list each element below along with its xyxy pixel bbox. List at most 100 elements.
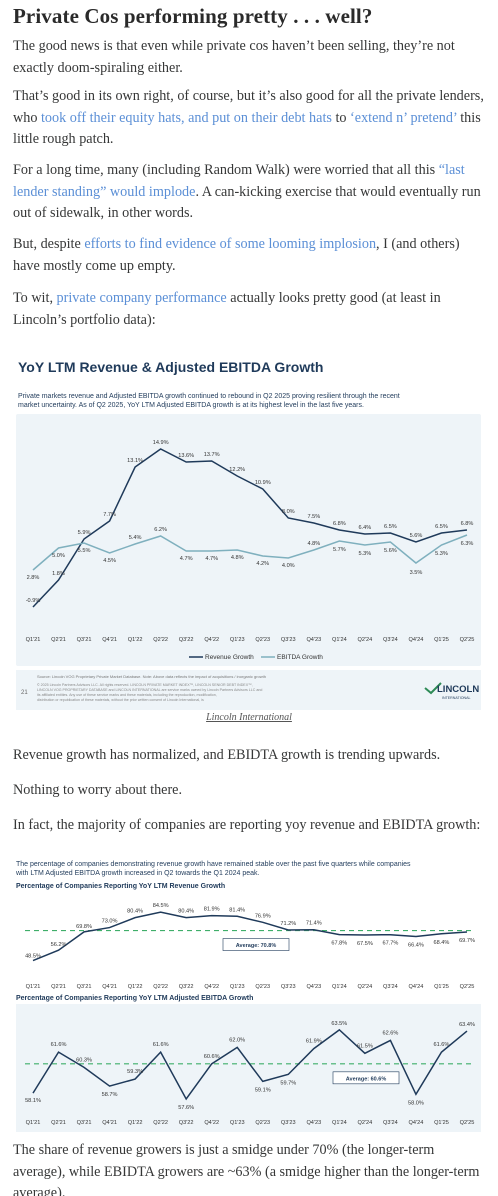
x-tick-label: Q2'21 [51, 1120, 66, 1126]
paragraph-4-text: , I (and others) have mostly come up emp… [13, 236, 460, 274]
data-label: 63.4% [459, 1022, 475, 1028]
data-label: 59.3% [127, 1069, 143, 1075]
data-label: 7.7% [103, 512, 116, 518]
x-tick-label: Q2'23 [255, 984, 270, 990]
data-label: 61.6% [434, 1042, 450, 1048]
paragraph-5-text: To wit, [13, 290, 57, 306]
paragraph-4: But, despite efforts to find evidence of… [13, 234, 485, 277]
data-label: 67.8% [331, 941, 347, 947]
data-label: 7.5% [307, 514, 320, 520]
data-label: 71.2% [280, 921, 296, 927]
x-tick-label: Q1'24 [332, 984, 347, 990]
link-private-company-performance[interactable]: private company performance [56, 290, 227, 306]
chart1-lines [32, 448, 468, 608]
link-equity-debt-hats[interactable]: took off their equity hats, and put on t… [40, 109, 332, 126]
x-tick-label: Q1'23 [230, 1120, 245, 1126]
data-label: 58.1% [25, 1098, 41, 1104]
data-label: 5.4% [129, 535, 142, 541]
chart3-lines: Average: 60.6% [25, 1028, 475, 1101]
x-tick-label: Q4'21 [102, 1120, 117, 1126]
data-label: 69.8% [76, 924, 92, 930]
paragraph-5-text: actually looks pretty good (at least in … [13, 290, 441, 328]
legal-note-line4: distribution or republication of these m… [37, 698, 204, 702]
lincoln-logo: LINCOLN INTERNATIONAL [424, 682, 479, 700]
x-tick-label: Q1'25 [434, 637, 449, 643]
chart3-data-labels: 58.1% 61.6% 60.3% 58.7% 59.3% 61.6% 57.6% 60.6%… [25, 1021, 475, 1111]
x-tick-label: Q1'22 [128, 637, 143, 643]
data-label: 80.4% [127, 909, 143, 915]
x-tick-label: Q3'23 [281, 984, 296, 990]
data-label: -0.9% [26, 598, 41, 604]
data-label: 5.3% [359, 551, 372, 557]
x-tick-label: Q1'23 [230, 637, 245, 643]
chart1-plot-bg [16, 414, 481, 666]
data-label: 3.5% [410, 570, 423, 576]
data-label: 4.0% [282, 563, 295, 569]
x-tick-label: Q1'24 [332, 1120, 347, 1126]
data-label: 59.7% [280, 1080, 296, 1086]
data-label: 5.5% [78, 548, 91, 554]
ltm-growth-chart: YoY LTM Revenue & Adjusted EBITDA Growth… [16, 359, 481, 710]
x-tick-label: Q3'23 [281, 1120, 296, 1126]
data-label: 13.6% [178, 453, 194, 459]
x-tick-label: Q1'22 [128, 1120, 143, 1126]
x-tick-label: Q4'22 [204, 984, 219, 990]
data-label: 76.9% [255, 913, 271, 919]
x-tick-label: Q4'23 [306, 984, 321, 990]
series-line-0 [32, 911, 468, 962]
x-tick-label: Q2'24 [357, 637, 372, 643]
data-label: 56.2% [51, 942, 67, 948]
chart1-subtitle-line2: market uncertainty. As of Q2 2025, YoY L… [18, 402, 364, 409]
legal-note-line1: © 2025 Lincoln Partners Advisors LLC. Al… [37, 683, 253, 687]
data-label: 4.7% [205, 556, 218, 562]
data-label: 2.8% [27, 575, 40, 581]
paragraph-3-text: For a long time, many (including Random … [13, 162, 439, 178]
x-tick-label: Q2'22 [153, 984, 168, 990]
x-tick-label: Q2'21 [51, 637, 66, 643]
x-tick-label: Q3'21 [77, 984, 92, 990]
data-label: 62.6% [382, 1030, 398, 1036]
legal-note-line3: its affiliated entities. Any use of thes… [37, 693, 217, 697]
data-label: 6.3% [461, 541, 474, 547]
link-extend-pretend[interactable]: ‘extend n’ pretend’ [350, 109, 457, 126]
paragraph-3-text: . A can-kicking exercise that would even… [13, 183, 481, 222]
section-heading: Private Cos performing pretty . . . well… [13, 4, 373, 28]
link-last-lender-standing[interactable]: “last lender standing” would implode [13, 162, 465, 200]
x-tick-label: Q4'23 [306, 637, 321, 643]
series-line-1 [32, 534, 468, 571]
data-label: 61.5% [357, 1043, 373, 1049]
data-label: 63.5% [331, 1021, 347, 1027]
data-label: 71.4% [306, 921, 322, 927]
link-looming-implosion[interactable]: efforts to find evidence of some looming… [84, 236, 377, 252]
chart1-x-ticks: Q1'21 Q2'21 Q3'21 Q4'21 Q1'22 Q2'22 Q3'22 Q4'22… [26, 637, 475, 643]
data-label: 4.8% [231, 555, 244, 561]
data-label: 68.4% [434, 940, 450, 946]
chart2-subtitle-line2: with LTM Adjusted EBITDA growth increase… [15, 870, 259, 877]
average-label: Average: 60.6% [346, 1076, 387, 1082]
legal-note-line2: LINCOLN VOG PROPRIETARY DATABASE and LIN… [37, 688, 262, 692]
lincoln-logo-text: LINCOLN [437, 684, 479, 695]
x-tick-label: Q2'24 [357, 984, 372, 990]
data-label: 69.7% [459, 938, 475, 944]
data-label: 14.9% [153, 440, 169, 446]
data-label: 58.7% [102, 1092, 118, 1098]
figure-pct-growth: The percentage of companies demonstratin… [13, 854, 486, 1132]
chart2-data-labels: 48.5% 56.2% 69.8% 73.0% 80.4% 84.5% 80.4% 81.9%… [25, 903, 475, 959]
data-label: 6.2% [154, 527, 167, 533]
series-line-0 [32, 1028, 468, 1101]
x-tick-label: Q1'21 [26, 1120, 41, 1126]
data-label: 6.5% [435, 524, 448, 530]
data-label: 5.9% [78, 530, 91, 536]
x-tick-label: Q1'21 [26, 637, 41, 643]
x-tick-label: Q2'25 [460, 984, 475, 990]
data-label: 6.4% [359, 525, 372, 531]
data-label: 66.4% [408, 942, 424, 948]
chart3-x-ticks: Q1'21 Q2'21 Q3'21 Q4'21 Q1'22 Q2'22 Q3'22 Q4'22… [26, 1120, 475, 1126]
x-tick-label: Q2'23 [255, 1120, 270, 1126]
data-label: 6.5% [384, 524, 397, 530]
x-tick-label: Q2'22 [153, 1120, 168, 1126]
data-label: 61.6% [51, 1042, 67, 1048]
chart1-data-labels: -0.9% 1.8% 5.9% 7.7% 13.1% 14.9% 13.6% 13.7% 12.… [26, 440, 474, 604]
lincoln-logo-mark-icon [424, 682, 442, 695]
